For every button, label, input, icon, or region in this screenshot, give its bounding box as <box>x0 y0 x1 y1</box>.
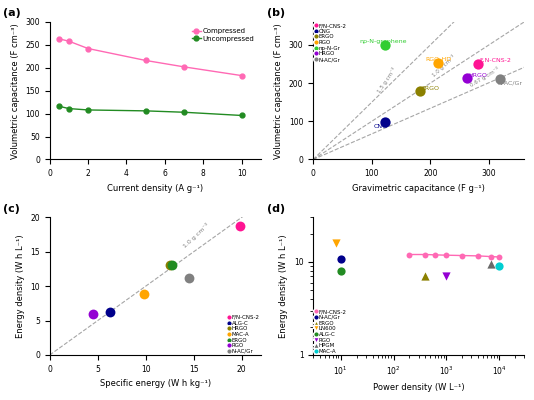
Point <box>442 252 451 258</box>
X-axis label: Gravimetric capacitance (F g⁻¹): Gravimetric capacitance (F g⁻¹) <box>352 184 485 193</box>
Legend: F/N-CNS-2, ALG-C, HRGO, MAC-A, ERGO, RGO, N-AC/Gr: F/N-CNS-2, ALG-C, HRGO, MAC-A, ERGO, RGO… <box>227 315 260 354</box>
Point <box>494 254 503 260</box>
Point <box>185 275 193 281</box>
Compressed <box>56 36 62 41</box>
Point <box>380 42 389 48</box>
Line: Compressed: Compressed <box>57 36 244 78</box>
Point <box>106 308 114 315</box>
Point <box>442 273 451 280</box>
Point <box>336 256 345 262</box>
Compressed <box>66 39 72 44</box>
Point <box>494 263 503 269</box>
Text: (c): (c) <box>3 204 20 214</box>
Compressed <box>143 58 149 63</box>
Point <box>168 262 177 268</box>
Point <box>474 60 482 67</box>
Compressed <box>238 73 245 78</box>
Text: (b): (b) <box>267 8 285 18</box>
X-axis label: Power density (W L⁻¹): Power density (W L⁻¹) <box>373 383 465 392</box>
Legend: F/N-CNS-2, N-AC/Gr, ERGO, LN600, ALG-C, RGO, HPGM, MAC-A: F/N-CNS-2, N-AC/Gr, ERGO, LN600, ALG-C, … <box>315 309 347 354</box>
Point <box>235 222 244 229</box>
Legend: F/N-CNS-2, CNG, ERGO, RGO, np-N-Gr, HRGO, N-AC/Gr: F/N-CNS-2, CNG, ERGO, RGO, np-N-Gr, HRGO… <box>315 23 347 62</box>
Point <box>434 60 442 66</box>
X-axis label: Specific energy (W h kg⁻¹): Specific energy (W h kg⁻¹) <box>100 379 211 388</box>
Y-axis label: Volumetric capacitance (F cm⁻³): Volumetric capacitance (F cm⁻³) <box>274 23 284 158</box>
Text: 0.67 g cm⁻³: 0.67 g cm⁻³ <box>468 66 500 88</box>
Uncompressed <box>56 104 62 109</box>
Text: (d): (d) <box>267 204 285 214</box>
Point <box>380 119 389 126</box>
Point <box>474 253 482 259</box>
Text: 1.5 g cm⁻³: 1.5 g cm⁻³ <box>376 66 398 94</box>
Uncompressed <box>66 106 72 111</box>
Point <box>462 75 471 81</box>
Point <box>89 310 97 317</box>
Point <box>496 76 504 82</box>
Point <box>421 251 429 258</box>
Uncompressed <box>85 108 91 112</box>
Point <box>430 252 439 258</box>
Line: Uncompressed: Uncompressed <box>57 104 244 118</box>
X-axis label: Current density (A g⁻¹): Current density (A g⁻¹) <box>107 184 203 193</box>
Point <box>486 261 495 267</box>
Y-axis label: Energy density (W h L⁻¹): Energy density (W h L⁻¹) <box>16 234 25 338</box>
Compressed <box>85 46 91 51</box>
Point <box>416 88 425 95</box>
Uncompressed <box>238 113 245 118</box>
Point <box>458 252 466 259</box>
Point <box>332 240 340 246</box>
Text: (a): (a) <box>3 8 21 18</box>
Point <box>421 273 429 280</box>
Point <box>405 251 414 258</box>
Point <box>486 253 495 260</box>
Text: CNG: CNG <box>374 124 388 129</box>
Text: 1.0 g cm⁻³: 1.0 g cm⁻³ <box>182 222 210 250</box>
Point <box>336 268 345 274</box>
Text: 1.0 g cm⁻³: 1.0 g cm⁻³ <box>430 54 456 78</box>
Compressed <box>181 64 187 69</box>
Text: N-AC/Gr: N-AC/Gr <box>498 80 523 85</box>
Text: HRGO: HRGO <box>468 72 487 78</box>
Text: F,N-CNS-2: F,N-CNS-2 <box>480 58 512 63</box>
Point <box>166 262 174 268</box>
Y-axis label: Energy density (W h L⁻¹): Energy density (W h L⁻¹) <box>279 234 288 338</box>
Uncompressed <box>143 108 149 113</box>
Y-axis label: Volumetric capacitance (F cm⁻³): Volumetric capacitance (F cm⁻³) <box>11 23 20 158</box>
Text: np-N-graphene: np-N-graphene <box>359 39 406 44</box>
Text: ERGO: ERGO <box>422 86 439 91</box>
Point <box>139 290 148 297</box>
Text: RGO-HD: RGO-HD <box>425 57 451 62</box>
Legend: Compressed, Uncompressed: Compressed, Uncompressed <box>190 26 257 44</box>
Uncompressed <box>181 110 187 115</box>
